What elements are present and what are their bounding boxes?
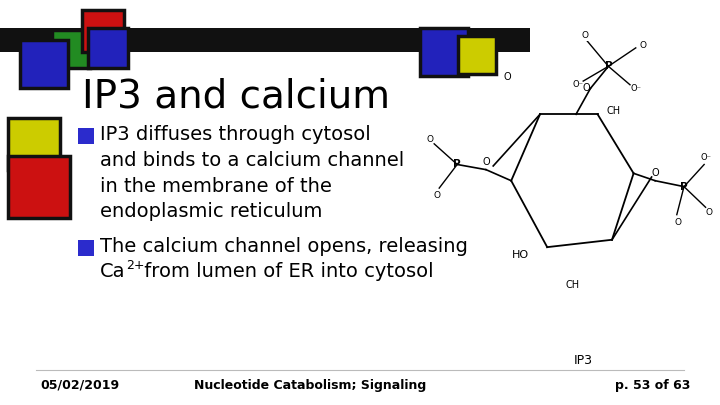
Text: The calcium channel opens, releasing: The calcium channel opens, releasing: [100, 237, 468, 256]
Text: from lumen of ER into cytosol: from lumen of ER into cytosol: [138, 262, 433, 281]
Text: IP3: IP3: [574, 354, 593, 367]
Text: O⁻: O⁻: [700, 153, 711, 162]
Text: p. 53 of 63: p. 53 of 63: [615, 379, 690, 392]
Text: O: O: [675, 217, 682, 226]
Bar: [78, 128, 94, 144]
Text: IP3 diffuses through cytosol
and binds to a calcium channel
in the membrane of t: IP3 diffuses through cytosol and binds t…: [100, 125, 404, 221]
Bar: [20, 40, 68, 88]
Text: O: O: [706, 208, 713, 217]
Text: O⁻: O⁻: [572, 80, 584, 89]
Bar: [8, 118, 60, 170]
Text: O: O: [582, 83, 590, 94]
Bar: [88, 28, 128, 68]
Bar: [8, 156, 70, 218]
Bar: [82, 10, 124, 52]
Bar: [420, 28, 468, 76]
Text: O: O: [482, 157, 490, 167]
Text: O: O: [433, 191, 441, 200]
Text: O: O: [652, 168, 659, 178]
Text: O: O: [639, 41, 647, 50]
Text: O: O: [504, 72, 511, 82]
Text: HO: HO: [512, 249, 529, 260]
Text: Nucleotide Catabolism; Signaling: Nucleotide Catabolism; Signaling: [194, 379, 426, 392]
Text: CH: CH: [565, 280, 580, 290]
Bar: [78, 240, 94, 256]
Text: CH: CH: [606, 106, 621, 115]
Text: IP3 and calcium: IP3 and calcium: [82, 78, 390, 116]
Text: Ca: Ca: [100, 262, 125, 281]
Text: P: P: [680, 181, 688, 192]
Bar: [0, 28, 530, 52]
Text: 05/02/2019: 05/02/2019: [40, 379, 119, 392]
Bar: [458, 36, 496, 74]
Text: P: P: [605, 61, 612, 71]
Text: 2+: 2+: [126, 259, 145, 272]
Text: O⁻: O⁻: [630, 84, 642, 93]
Text: O: O: [426, 135, 433, 144]
Text: O: O: [582, 31, 589, 40]
Bar: [52, 30, 90, 68]
Text: P: P: [454, 160, 461, 169]
